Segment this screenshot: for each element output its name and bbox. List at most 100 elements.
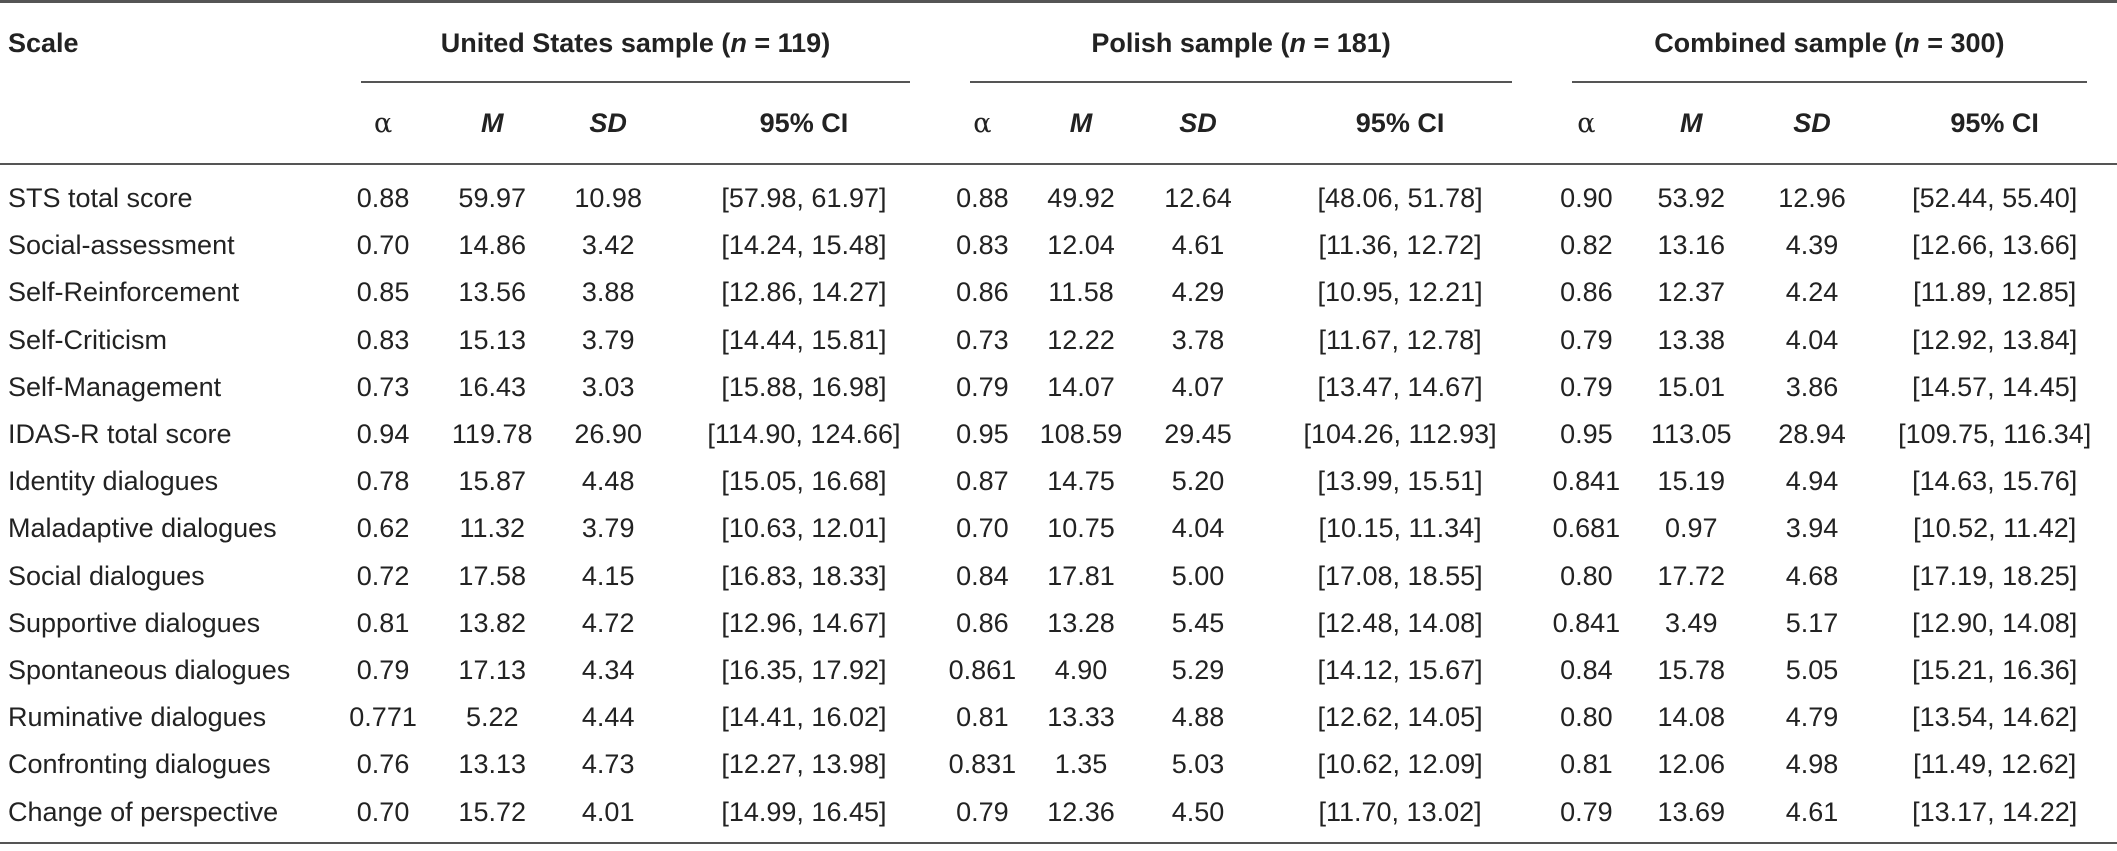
value-cell: [14.24, 15.48] — [721, 230, 887, 261]
scale-name-cell: Self-Reinforcement — [8, 277, 240, 308]
scale-name-cell: Spontaneous dialogues — [8, 654, 291, 685]
alpha-header: α — [940, 83, 1025, 165]
combined-sample-header: Combined sample (n = 300) — [1541, 0, 2117, 83]
value-cell: 13.28 — [1047, 607, 1115, 638]
value-cell: [114.90, 124.66] — [707, 419, 901, 450]
value-cell: 0.73 — [356, 371, 410, 402]
scale-name-cell: Confronting dialogues — [8, 749, 271, 780]
alpha-header: α — [1541, 83, 1631, 165]
value-cell: 0.88 — [956, 183, 1009, 214]
value-cell: 4.04 — [1785, 324, 1839, 355]
table-row: Change of perspective 0.70 15.72 4.01 [14.99… — [0, 788, 2117, 844]
value-cell: 0.861 — [948, 654, 1017, 685]
value-cell: 13.16 — [1657, 230, 1726, 261]
value-cell: 13.33 — [1047, 702, 1115, 733]
value-cell: [16.83, 18.33] — [721, 560, 887, 591]
ci-header: 95% CI — [1258, 83, 1542, 165]
value-cell: 0.73 — [956, 324, 1009, 355]
value-cell: [14.63, 15.76] — [1912, 466, 2078, 497]
sd-header: SD — [1137, 83, 1259, 165]
value-cell: 0.79 — [940, 788, 1025, 844]
value-cell: [14.99, 16.45] — [667, 788, 941, 844]
value-cell: [10.63, 12.01] — [721, 513, 887, 544]
value-cell: [12.27, 13.98] — [721, 749, 887, 780]
value-cell: 13.56 — [458, 277, 526, 308]
value-cell: 0.79 — [1541, 788, 1631, 844]
scale-name-cell: Identity dialogues — [8, 466, 219, 497]
value-cell: [14.12, 15.67] — [1317, 654, 1483, 685]
value-cell: 1.35 — [1054, 749, 1108, 780]
value-cell: [109.75, 116.34] — [1898, 419, 2092, 450]
table-row: Social-assessment 0.70 14.86 3.42 [14.24, 15… — [0, 222, 2117, 269]
value-cell: [11.36, 12.72] — [1318, 230, 1482, 261]
value-cell: 0.84 — [1560, 654, 1613, 685]
value-cell: 4.24 — [1785, 277, 1839, 308]
value-cell: 10.75 — [1047, 513, 1115, 544]
value-cell: [12.48, 14.08] — [1317, 607, 1483, 638]
value-cell: 53.92 — [1657, 183, 1726, 214]
value-cell: 4.73 — [581, 749, 635, 780]
value-cell: 13.13 — [458, 749, 526, 780]
value-cell: [11.70, 13.02] — [1258, 788, 1542, 844]
value-cell: 0.81 — [1560, 749, 1613, 780]
value-cell: 4.88 — [1171, 702, 1225, 733]
value-cell: 15.19 — [1657, 466, 1726, 497]
value-cell: 3.79 — [581, 513, 635, 544]
value-cell: 0.72 — [356, 560, 410, 591]
mean-header: M — [1024, 83, 1138, 165]
value-cell: 13.82 — [458, 607, 526, 638]
table-body: STS total score 0.88 59.97 10.98 [57.98, 61.… — [0, 164, 2117, 844]
value-cell: 4.79 — [1785, 702, 1839, 733]
value-cell: 3.94 — [1785, 513, 1839, 544]
value-cell: 3.78 — [1171, 324, 1225, 355]
table-row: Maladaptive dialogues 0.62 11.32 3.79 [10.63… — [0, 505, 2117, 552]
value-cell: 0.81 — [956, 702, 1009, 733]
value-cell: 5.00 — [1171, 560, 1225, 591]
value-cell: 3.88 — [581, 277, 635, 308]
value-cell: 0.84 — [956, 560, 1009, 591]
value-cell: 26.90 — [574, 419, 642, 450]
value-cell: [12.90, 14.08] — [1912, 607, 2078, 638]
value-cell: 0.86 — [956, 607, 1009, 638]
group-header-row: Scale United States sample (n = 119) Pol… — [0, 0, 2117, 83]
value-cell: 0.90 — [1560, 183, 1613, 214]
value-cell: [10.62, 12.09] — [1317, 749, 1483, 780]
value-cell: 12.06 — [1657, 749, 1726, 780]
value-cell: 16.43 — [458, 371, 526, 402]
value-cell: 12.37 — [1657, 277, 1726, 308]
scale-name-cell: Self-Management — [8, 371, 222, 402]
value-cell: 108.59 — [1039, 419, 1123, 450]
value-cell: [12.66, 13.66] — [1912, 230, 2078, 261]
value-cell: 15.87 — [458, 466, 526, 497]
value-cell: 12.64 — [1164, 183, 1232, 214]
value-cell: 12.22 — [1047, 324, 1115, 355]
value-cell: 0.86 — [956, 277, 1009, 308]
table-row: Social dialogues 0.72 17.58 4.15 [16.83, 18.… — [0, 553, 2117, 600]
value-cell: [11.67, 12.78] — [1318, 324, 1482, 355]
value-cell: 0.79 — [356, 654, 410, 685]
value-cell: 59.97 — [458, 183, 526, 214]
value-cell: 17.58 — [458, 560, 526, 591]
value-cell: 4.68 — [1785, 560, 1839, 591]
value-cell: 4.34 — [581, 654, 635, 685]
value-cell: [14.44, 15.81] — [721, 324, 887, 355]
value-cell: [48.06, 51.78] — [1317, 183, 1483, 214]
value-cell: [16.35, 17.92] — [721, 654, 887, 685]
value-cell: [17.08, 18.55] — [1317, 560, 1483, 591]
value-cell: 0.97 — [1665, 513, 1718, 544]
table-row: Self-Reinforcement 0.85 13.56 3.88 [12.86, 1… — [0, 269, 2117, 316]
sd-header: SD — [548, 83, 668, 165]
value-cell: 0.88 — [356, 183, 410, 214]
value-cell: 113.05 — [1651, 419, 1732, 450]
table-row: Supportive dialogues 0.81 13.82 4.72 [12.96,… — [0, 600, 2117, 647]
value-cell: 14.86 — [458, 230, 526, 261]
value-cell: 4.98 — [1785, 749, 1839, 780]
value-cell: 4.04 — [1171, 513, 1225, 544]
value-cell: 12.04 — [1047, 230, 1115, 261]
ci-header: 95% CI — [1872, 83, 2117, 165]
value-cell: [15.88, 16.98] — [721, 371, 887, 402]
value-cell: 4.94 — [1785, 466, 1839, 497]
value-cell: 0.771 — [349, 702, 417, 733]
value-cell: 11.58 — [1048, 277, 1114, 308]
